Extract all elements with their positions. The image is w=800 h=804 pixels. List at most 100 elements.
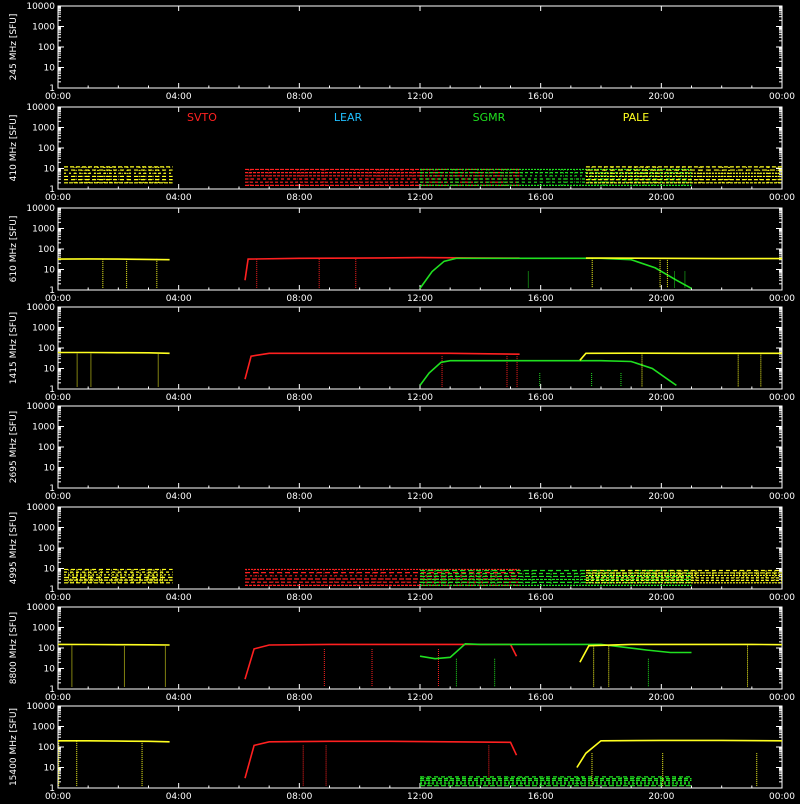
y-tick-label: 100 <box>38 43 55 53</box>
x-tick-label: 00:00 <box>769 693 795 703</box>
x-tick-label: 20:00 <box>648 792 674 800</box>
x-tick-label: 16:00 <box>528 294 554 304</box>
y-tick-label: 10000 <box>26 503 55 513</box>
legend-entry-sgmr: SGMR <box>473 111 506 124</box>
x-tick-label: 04:00 <box>166 792 192 800</box>
x-tick-label: 20:00 <box>648 92 674 102</box>
x-tick-label: 16:00 <box>528 393 554 403</box>
panel-410-mhz: 1 10 100 1000 10000 00:00 04:00 08:00 12:00 16:00… <box>9 103 795 203</box>
x-tick-label: 08:00 <box>286 593 312 603</box>
series-svto-1 <box>244 643 518 680</box>
x-tick-label: 12:00 <box>407 294 433 304</box>
y-axis-label: 4995 MHz [SFU] <box>9 512 19 584</box>
x-tick-label: 04:00 <box>166 193 192 203</box>
x-tick-label: 12:00 <box>407 193 433 203</box>
series-pale-3 <box>585 257 782 260</box>
x-tick-label: 20:00 <box>648 492 674 502</box>
y-tick-label: 1 <box>49 385 55 395</box>
y-axis-label: 8800 MHz [SFU] <box>9 612 19 684</box>
series-svto-1 <box>244 352 520 380</box>
panel-frame <box>57 5 783 89</box>
x-tick-label: 04:00 <box>166 693 192 703</box>
y-tick-label: 1 <box>49 784 55 794</box>
legend-entry-lear: LEAR <box>334 111 363 124</box>
legend-entry-pale: PALE <box>623 111 650 124</box>
panel-4995-mhz: 1 10 100 1000 10000 00:00 04:00 08:00 12:00 16:00… <box>9 503 795 603</box>
y-tick-label: 10000 <box>26 303 55 313</box>
series-pale-0 <box>58 740 170 743</box>
y-tick-label: 100 <box>38 544 55 554</box>
x-tick-label: 16:00 <box>528 193 554 203</box>
x-tick-label: 00:00 <box>45 792 71 800</box>
series-svto-1 <box>244 256 520 281</box>
panel-610-mhz: 1 10 100 1000 10000 00:00 04:00 08:00 12:00 16:00… <box>9 204 795 304</box>
y-axis-label: 2695 MHz [SFU] <box>9 411 19 483</box>
x-tick-label: 16:00 <box>528 792 554 800</box>
x-tick-label: 16:00 <box>528 92 554 102</box>
x-tick-label: 08:00 <box>286 393 312 403</box>
y-tick-label: 1 <box>49 585 55 595</box>
panel-1415-mhz: 1 10 100 1000 10000 00:00 04:00 08:00 12:00 16:00… <box>9 303 795 403</box>
y-tick-label: 1000 <box>32 23 55 33</box>
y-tick-label: 1 <box>49 484 55 494</box>
series-pale-0 <box>58 351 170 355</box>
x-tick-label: 20:00 <box>648 193 674 203</box>
panel-frame <box>57 606 783 690</box>
x-tick-label: 00:00 <box>769 193 795 203</box>
x-tick-label: 16:00 <box>528 693 554 703</box>
y-tick-label: 1000 <box>32 225 55 235</box>
y-tick-label: 10000 <box>26 103 55 113</box>
panel-frame <box>57 705 783 789</box>
series-sgmr-2 <box>419 257 692 290</box>
y-tick-label: 10 <box>44 165 56 175</box>
x-tick-label: 12:00 <box>407 92 433 102</box>
x-tick-label: 04:00 <box>166 492 192 502</box>
x-tick-label: 20:00 <box>648 294 674 304</box>
x-tick-label: 04:00 <box>166 92 192 102</box>
panel-frame <box>57 306 783 390</box>
y-tick-label: 1 <box>49 84 55 94</box>
y-tick-label: 10 <box>44 464 56 474</box>
x-tick-label: 08:00 <box>286 294 312 304</box>
y-tick-label: 10 <box>44 565 56 575</box>
y-axis-label: 410 MHz [SFU] <box>9 115 19 182</box>
series-sgmr-2 <box>419 359 677 387</box>
y-tick-label: 1000 <box>32 124 55 134</box>
x-tick-label: 00:00 <box>45 92 71 102</box>
x-tick-label: 00:00 <box>769 92 795 102</box>
y-tick-label: 10 <box>44 64 56 74</box>
y-tick-label: 100 <box>38 743 55 753</box>
panel-frame <box>57 405 783 489</box>
panel-8800-mhz: 1 10 100 1000 10000 00:00 04:00 08:00 12:00 16:00… <box>9 603 795 703</box>
y-tick-label: 10 <box>44 764 56 774</box>
x-tick-label: 12:00 <box>407 593 433 603</box>
series-svto-1 <box>244 740 518 779</box>
y-tick-label: 1000 <box>32 324 55 334</box>
y-tick-label: 10000 <box>26 204 55 214</box>
x-tick-label: 00:00 <box>769 393 795 403</box>
legend-entry-svto: SVTO <box>187 111 217 124</box>
y-tick-label: 100 <box>38 344 55 354</box>
y-axis-label: 245 MHz [SFU] <box>9 14 19 81</box>
y-tick-label: 10000 <box>26 2 55 12</box>
series-sgmr-2 <box>419 642 692 660</box>
series-pale-3 <box>579 643 783 663</box>
y-tick-label: 100 <box>38 443 55 453</box>
panel-15400-mhz: 1 10 100 1000 10000 00:00 04:00 08:00 12:00 16:00… <box>9 702 795 802</box>
x-tick-label: 00:00 <box>45 693 71 703</box>
x-tick-label: 12:00 <box>407 492 433 502</box>
y-tick-label: 10000 <box>26 702 55 712</box>
x-tick-label: 12:00 <box>407 693 433 703</box>
y-tick-label: 10000 <box>26 603 55 613</box>
series-pale-3 <box>579 352 782 361</box>
x-tick-label: 08:00 <box>286 693 312 703</box>
y-axis-label: 1415 MHz [SFU] <box>9 312 19 384</box>
x-tick-label: 00:00 <box>45 492 71 502</box>
x-tick-label: 08:00 <box>286 92 312 102</box>
y-tick-label: 1 <box>49 185 55 195</box>
x-tick-label: 20:00 <box>648 593 674 603</box>
y-tick-label: 100 <box>38 245 55 255</box>
y-axis-label: 15400 MHz [SFU] <box>9 708 19 786</box>
